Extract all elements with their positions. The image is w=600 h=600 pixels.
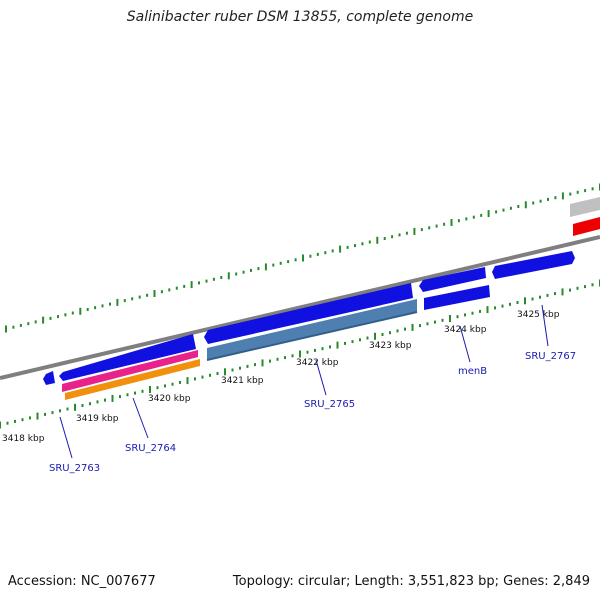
gene-arrow-sru-2767[interactable] [492, 251, 575, 279]
ruler-bottom [0, 279, 600, 429]
gene-bar-sru-2765-steel-edge [206, 311, 418, 361]
tick-label: 3418 kbp [2, 434, 45, 444]
gene-arrow-sru-2764-upper[interactable] [59, 334, 196, 381]
tick-label: 3420 kbp [148, 394, 191, 404]
genome-summary-text: Topology: circular; Length: 3,551,823 bp… [232, 574, 590, 589]
callout-line [59, 416, 73, 459]
genome-backbone [0, 235, 600, 380]
rna-bar-pink[interactable] [62, 350, 198, 392]
ruler-top [5, 183, 600, 333]
gene-arrow-menb-upper[interactable] [419, 267, 486, 292]
tick-labels: 3418 kbp 3419 kbp 3420 kbp 3421 kbp 3422… [2, 310, 560, 444]
callout-line [315, 359, 327, 396]
map-title: Salinibacter ruber DSM 13855, complete g… [126, 9, 474, 25]
tick-label: 3423 kbp [369, 341, 412, 351]
callout-line [132, 397, 149, 439]
tick-label: 3424 kbp [444, 325, 487, 335]
gene-arrow-sru-2765-upper[interactable] [204, 283, 413, 344]
gene-label-sru-2764[interactable]: SRU_2764 [125, 443, 176, 454]
gray-feature[interactable] [570, 197, 600, 217]
gene-label-sru-2763[interactable]: SRU_2763 [49, 463, 100, 474]
callout-lines [59, 304, 549, 459]
callout-line [541, 304, 549, 347]
callout-line [459, 325, 471, 363]
gene-arrow-menb-lower[interactable] [424, 285, 490, 310]
tick-label: 3421 kbp [221, 376, 264, 386]
rna-bar-orange[interactable] [65, 359, 200, 400]
gene-arrow-sru-2763[interactable] [43, 371, 55, 385]
gene-bar-sru-2765-steel[interactable] [207, 299, 417, 360]
gene-labels: SRU_2763 SRU_2764 SRU_2765 menB SRU_2767 [49, 351, 576, 474]
accession-text: Accession: NC_007677 [8, 574, 156, 589]
gene-label-sru-2767[interactable]: SRU_2767 [525, 351, 576, 362]
tick-label: 3419 kbp [76, 414, 119, 424]
gene-label-menb[interactable]: menB [458, 366, 487, 377]
gene-label-sru-2765[interactable]: SRU_2765 [304, 399, 355, 410]
tick-label: 3425 kbp [517, 310, 560, 320]
red-feature[interactable] [573, 217, 600, 236]
